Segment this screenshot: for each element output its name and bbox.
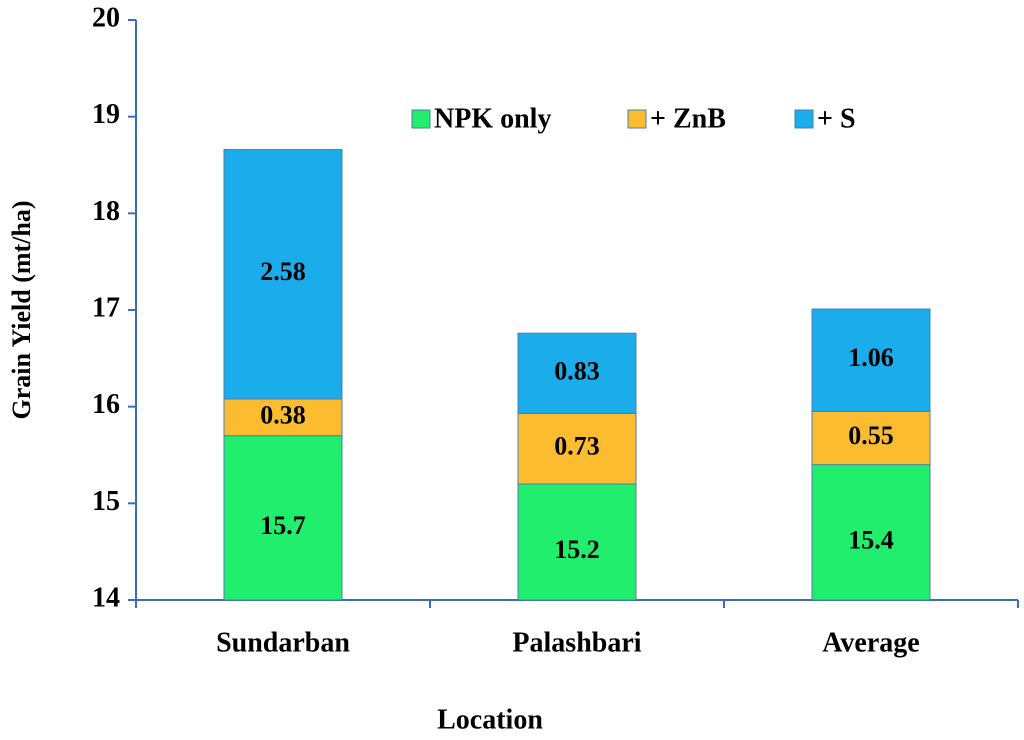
- bar-segment: [517, 412, 637, 485]
- legend-swatch: [627, 109, 647, 129]
- x-axis-label: Location: [437, 704, 543, 735]
- data-label: 15.2: [554, 535, 600, 564]
- y-tick-label: 15: [92, 486, 120, 517]
- x-tick-label: Average: [822, 627, 919, 658]
- legend-label: + ZnB: [650, 103, 726, 134]
- legend-swatch: [411, 109, 431, 129]
- bar-segment: [223, 435, 343, 601]
- y-tick-label: 20: [92, 2, 120, 33]
- bar-segment: [811, 411, 931, 466]
- x-tick-label: Palashbari: [512, 627, 641, 658]
- bar-segment: [811, 308, 931, 412]
- legend-label: + S: [817, 103, 856, 134]
- legend-swatch: [794, 109, 814, 129]
- y-tick-label: 19: [92, 99, 120, 130]
- data-label: 0.73: [554, 432, 600, 461]
- data-label: 2.58: [260, 257, 306, 286]
- data-label: 0.55: [848, 421, 894, 450]
- y-tick-label: 18: [92, 196, 120, 227]
- y-axis-label: Grain Yield (mt/ha): [7, 200, 36, 419]
- data-label: 15.4: [848, 525, 894, 554]
- data-label: 0.83: [554, 356, 600, 385]
- bar-segment: [223, 398, 343, 437]
- legend-label: NPK only: [434, 103, 551, 134]
- y-tick-label: 17: [92, 292, 120, 323]
- x-tick-label: Sundarban: [216, 627, 350, 658]
- y-tick-label: 16: [92, 389, 120, 420]
- data-label: 1.06: [848, 343, 894, 372]
- data-label: 15.7: [260, 511, 306, 540]
- bar-segment: [517, 483, 637, 601]
- bar-segment: [223, 149, 343, 400]
- bar-segment: [811, 464, 931, 601]
- y-tick-label: 14: [92, 582, 120, 613]
- data-label: 0.38: [260, 400, 306, 429]
- bar-segment: [517, 332, 637, 414]
